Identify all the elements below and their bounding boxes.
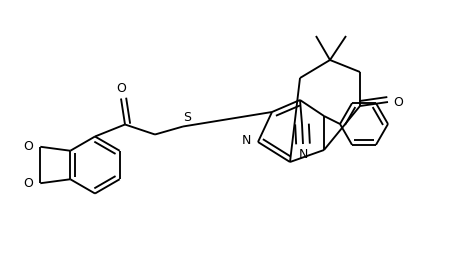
Text: O: O xyxy=(116,82,126,95)
Text: O: O xyxy=(23,177,33,190)
Text: O: O xyxy=(393,95,403,108)
Text: S: S xyxy=(183,111,191,124)
Text: N: N xyxy=(241,133,251,146)
Text: O: O xyxy=(23,140,33,153)
Text: N: N xyxy=(298,148,308,161)
